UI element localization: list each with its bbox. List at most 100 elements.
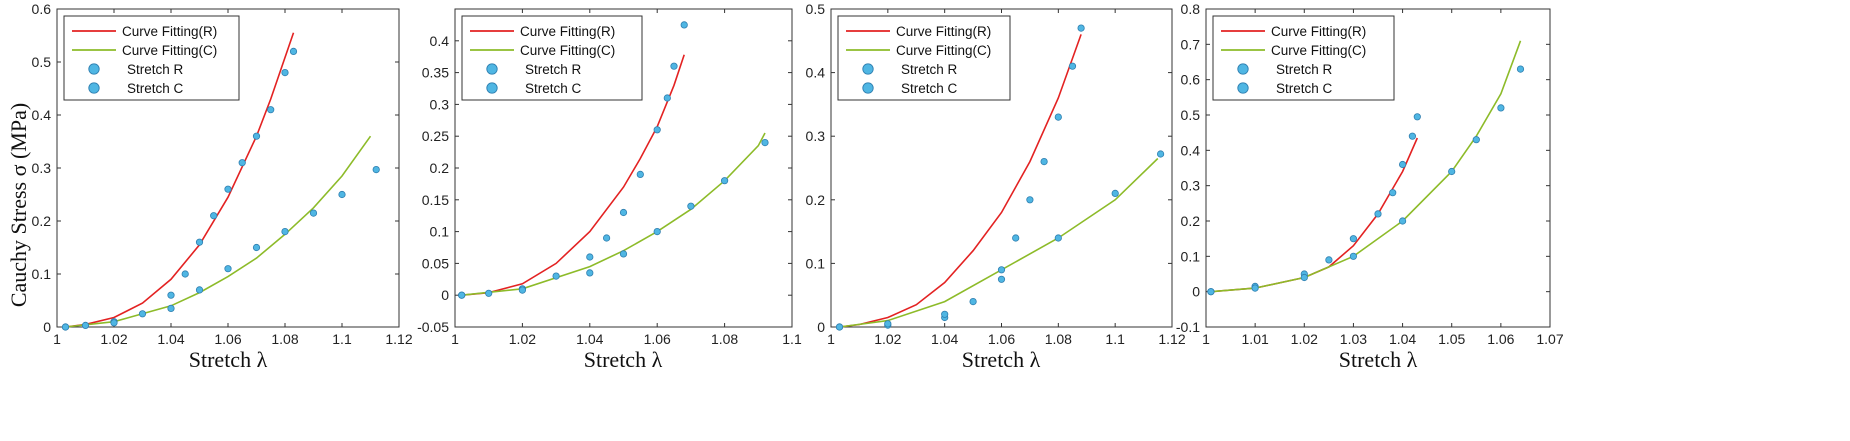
data-point [167, 291, 175, 299]
y-tick-label: 0.6 [1181, 72, 1201, 88]
legend: Curve Fitting(R) Curve Fitting(C) Stretch … [63, 15, 240, 101]
legend-label: Curve Fitting(C) [1271, 43, 1366, 58]
data-point [1325, 256, 1333, 264]
x-tick-label: 1.1 [782, 331, 802, 347]
y-tick-label: 0.5 [1181, 107, 1201, 123]
x-tick-label: 1.1 [1105, 331, 1125, 347]
x-tick-label: 1.03 [1340, 331, 1367, 347]
x-tick-label: 1.08 [1045, 331, 1072, 347]
data-point [224, 185, 232, 193]
y-tick-label: 0.3 [32, 160, 52, 176]
x-tick-label: 1.04 [157, 331, 184, 347]
y-tick-label: 0.4 [1181, 142, 1201, 158]
ticks: 1 1.02 1.04 1.06 1.08 1.1 1.12 0 0.1 0.2 0.3 0.4 0.5… [32, 1, 413, 347]
data-point [680, 21, 688, 29]
data-point [636, 170, 644, 178]
x-tick-label: 1 [53, 331, 61, 347]
ticks: 1 1.02 1.04 1.06 1.08 1.1 -0.05 0 0.05 0.1 0.15 0.2… [417, 9, 802, 347]
data-point [653, 228, 661, 236]
data-point [1399, 160, 1407, 169]
y-tick-label: 0 [43, 319, 51, 335]
data-point [1054, 234, 1062, 242]
data-point [1497, 104, 1505, 112]
data-point [1374, 210, 1382, 218]
series-markers-3 [1207, 65, 1525, 296]
legend-swatch-marker [88, 63, 100, 75]
x-tick-label: 1.02 [1291, 331, 1318, 347]
data-point [252, 132, 261, 140]
data-point [835, 323, 844, 331]
data-point [1413, 113, 1421, 121]
y-tick-label: 0.35 [422, 65, 449, 81]
x-tick-label: 1.06 [644, 331, 671, 347]
data-point [1389, 189, 1397, 197]
panel-3: 1 1.02 1.04 1.06 1.08 1.1 1.12 0 0.1 0.2 0.3 0.4 0.5… [806, 1, 1186, 372]
x-tick-label: 1.07 [1536, 331, 1563, 347]
data-point [997, 266, 1006, 274]
y-tick-label: -0.1 [1176, 319, 1200, 335]
legend-label: Stretch C [1276, 81, 1333, 96]
y-tick-label: 0.2 [1181, 213, 1201, 229]
data-point [969, 297, 977, 306]
legend-label: Stretch R [1276, 62, 1333, 77]
legend-swatch-marker [486, 82, 498, 94]
legend-swatch-marker [1237, 82, 1249, 94]
legend-label: Stretch C [525, 81, 582, 96]
y-tick-label: 0 [1192, 284, 1200, 300]
data-point [372, 166, 380, 174]
x-tick-label: 1.06 [214, 331, 241, 347]
data-point [458, 291, 466, 299]
data-point [1026, 196, 1034, 204]
data-point [1012, 234, 1020, 242]
x-tick-label: 1.04 [576, 331, 603, 347]
data-point [720, 177, 729, 185]
data-point [224, 265, 232, 273]
data-point [1349, 252, 1358, 260]
x-tick-label: 1.05 [1438, 331, 1465, 347]
legend-swatch-marker [486, 63, 498, 75]
data-point [1408, 132, 1417, 140]
y-tick-label: 0.2 [430, 160, 450, 176]
data-point [1207, 288, 1215, 296]
y-tick-label: 0.1 [32, 266, 52, 282]
legend-label: Curve Fitting(C) [896, 43, 991, 58]
data-point [1111, 189, 1119, 197]
data-point [1251, 284, 1259, 292]
x-tick-label: 1.12 [385, 331, 412, 347]
series-line-0 [461, 54, 685, 296]
x-tick-label: 1.08 [711, 331, 738, 347]
data-point [195, 286, 204, 294]
data-point [1399, 217, 1407, 225]
y-tick-label: 0.1 [430, 224, 450, 240]
legend: Curve Fitting(R) Curve Fitting(C) Stretch … [837, 15, 1011, 101]
y-tick-label: 0.2 [32, 213, 52, 229]
data-point [670, 62, 678, 70]
x-tick-label: 1.04 [1389, 331, 1416, 347]
data-point [586, 269, 594, 277]
y-tick-label: 0.5 [32, 54, 52, 70]
y-tick-label: 0 [441, 287, 449, 303]
legend: Curve Fitting(R) Curve Fitting(C) Stretch … [1212, 15, 1395, 101]
y-tick-label: 0.1 [1181, 248, 1201, 264]
legend-label: Stretch C [901, 81, 958, 96]
data-point [941, 310, 949, 318]
plot-data [835, 24, 1165, 331]
data-point [552, 272, 560, 280]
y-tick-label: 0.1 [806, 255, 826, 271]
panel-2: 1 1.02 1.04 1.06 1.08 1.1 -0.05 0 0.05 0.1 0.15 0.2… [417, 8, 802, 372]
ticks: 1 1.01 1.02 1.03 1.04 1.05 1.06 1.07 -0.1 0 0.1 0.2… [1176, 1, 1564, 347]
data-point [1157, 150, 1165, 158]
y-axis-title: Cauchy Stress σ (MPa) [6, 103, 31, 307]
data-point [518, 286, 527, 294]
data-point [181, 270, 189, 278]
data-point [619, 250, 628, 258]
series-line-0 [65, 32, 295, 328]
series-markers-3 [61, 166, 380, 331]
x-tick-label: 1.02 [509, 331, 536, 347]
data-point [281, 228, 289, 236]
legend-label: Stretch C [127, 81, 184, 96]
data-point [602, 234, 611, 242]
data-point [289, 47, 298, 56]
plot-data [458, 21, 769, 299]
legend-swatch-marker [1237, 63, 1249, 75]
